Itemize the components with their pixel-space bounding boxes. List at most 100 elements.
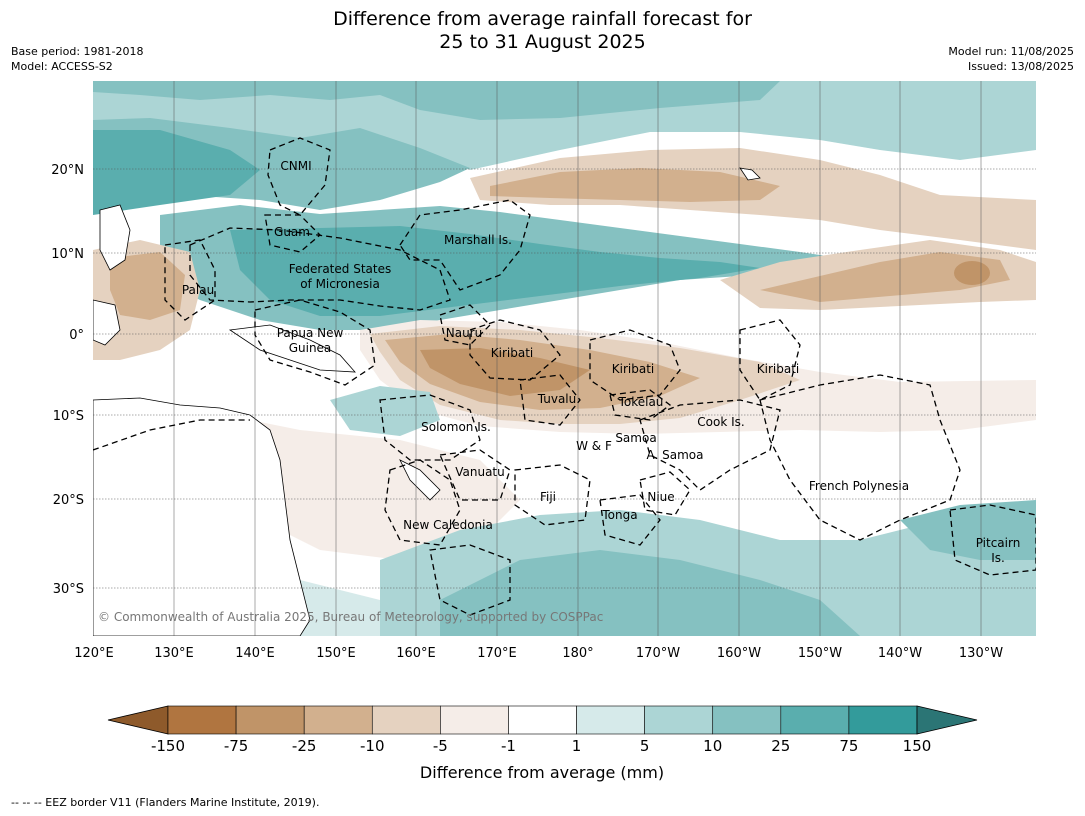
- meta-left: Base period: 1981-2018 Model: ACCESS-S2: [11, 44, 143, 74]
- eez-niue: [639, 471, 691, 516]
- colorbar-tick: 150: [903, 737, 932, 755]
- new-guinea: [228, 324, 356, 373]
- label-png-line2: Guinea: [289, 341, 332, 355]
- colorbar-segment: [576, 705, 645, 735]
- eez-tokelau: [609, 389, 672, 421]
- dry-north-band-core: [490, 168, 780, 202]
- label-niue: Niue: [647, 490, 674, 504]
- colorbar-tick: -5: [433, 737, 448, 755]
- label-guam: Guam: [274, 225, 310, 239]
- label-cook-islands: Cook Is.: [697, 415, 744, 429]
- lon-tick: 150°W: [798, 646, 842, 661]
- meta-right: Model run: 11/08/2025 Issued: 13/08/2025: [948, 44, 1074, 74]
- label-samoa: Samoa: [615, 431, 656, 445]
- eez-guam: [264, 214, 321, 253]
- eez-tonga: [599, 494, 661, 546]
- lon-tick: 170°W: [636, 646, 680, 661]
- lon-tick: 180°: [562, 646, 593, 661]
- dry-northeast-peak: [954, 261, 990, 285]
- label-fsm-line2: of Micronesia: [300, 277, 380, 291]
- colorbar-segment: [508, 705, 577, 735]
- label-fiji: Fiji: [540, 490, 556, 504]
- label-fsm-line1: Federated States: [289, 262, 391, 276]
- model-name: Model: ACCESS-S2: [11, 60, 113, 73]
- colorbar-segment: [235, 705, 305, 735]
- colorbar-tick: -75: [224, 737, 249, 755]
- colorbar-tick-labels: -150 -75 -25 -10 -5 -1 1 5 10 25 75 150: [151, 737, 931, 755]
- lat-tick: 10°S: [53, 409, 84, 424]
- eez-pitcairn: [949, 504, 1036, 576]
- label-kiribati-west: Kiribati: [491, 346, 533, 360]
- title-line-1: Difference from average rainfall forecas…: [333, 8, 752, 30]
- label-american-samoa: A. Samoa: [647, 448, 704, 462]
- eez-vanuatu: [439, 449, 511, 501]
- label-png-line1: Papua New: [277, 326, 344, 340]
- eez-french-polynesia: [759, 374, 961, 541]
- eez-cook: [639, 399, 781, 491]
- label-tuvalu: Tuvalu: [537, 392, 577, 406]
- label-wallis-futuna: W & F: [576, 439, 612, 453]
- label-cnmi: CNMI: [280, 159, 311, 173]
- wet-north-outer: [93, 81, 1036, 170]
- label-solomon-islands: Solomon Is.: [421, 420, 491, 434]
- lon-tick: 170°E: [477, 646, 517, 661]
- label-palau: Palau: [182, 283, 214, 297]
- colorbar-segment: [167, 705, 237, 735]
- eez-kiribati-central: [589, 329, 681, 401]
- lon-tick: 140°E: [235, 646, 275, 661]
- lon-tick: 150°E: [316, 646, 356, 661]
- label-new-caledonia: New Caledonia: [403, 518, 493, 532]
- lat-lines: [93, 168, 1036, 589]
- australia: [93, 397, 311, 636]
- lon-tick: 120°E: [74, 646, 114, 661]
- lat-tick: 30°S: [53, 582, 84, 597]
- colorbar-tick: -25: [292, 737, 317, 755]
- colorbar-segment: [440, 705, 509, 735]
- dry-northeast-core: [760, 252, 1010, 302]
- wet-pitcairn: [900, 500, 1036, 560]
- colorbar-tick: 1: [572, 737, 582, 755]
- eez-fsm: [189, 227, 451, 311]
- base-period: Base period: 1981-2018: [11, 45, 144, 58]
- colorbar-segments: [167, 705, 918, 735]
- eez-kiribati-east: [739, 319, 801, 401]
- wet-north-mid: [93, 81, 780, 120]
- colorbar-segment: [712, 705, 782, 735]
- eez-borders: [93, 137, 1036, 616]
- label-french-polynesia: French Polynesia: [809, 479, 909, 493]
- colorbar-segment: [303, 705, 373, 735]
- lat-tick: 0°: [69, 328, 84, 343]
- wet-south-mid: [440, 550, 860, 636]
- dry-palau-core: [110, 252, 185, 320]
- map-title: Difference from average rainfall forecas…: [0, 8, 1085, 54]
- colorbar-segment: [644, 705, 714, 735]
- land-masses: [93, 167, 761, 636]
- colorbar-tick: -1: [501, 737, 516, 755]
- eez-solomon: [379, 394, 481, 461]
- lon-tick: 130°E: [154, 646, 194, 661]
- rainfall-anomaly-field: [93, 81, 1036, 636]
- label-pitcairn-line1: Pitcairn: [976, 536, 1021, 550]
- label-kiribati-east: Kiribati: [757, 362, 799, 376]
- colorbar-tick: 10: [703, 737, 722, 755]
- lon-tick-labels: 120°E 130°E 140°E 150°E 160°E 170°E 180°…: [74, 646, 1003, 661]
- hawaii: [739, 167, 761, 181]
- copyright-notice: © Commonwealth of Australia 2025, Bureau…: [98, 610, 603, 624]
- model-run: Model run: 11/08/2025: [948, 45, 1074, 58]
- colorbar-over-arrow: [916, 705, 978, 735]
- title-line-2: 25 to 31 August 2025: [439, 31, 646, 53]
- label-tokelau: Tokelau: [618, 395, 664, 409]
- region-labels: CNMI Guam Marshall Is. Federated States …: [182, 159, 1020, 565]
- eez-marshall: [399, 199, 531, 291]
- issued-date: Issued: 13/08/2025: [967, 60, 1074, 73]
- philippines: [99, 204, 131, 271]
- label-kiribati-central: Kiribati: [612, 362, 654, 376]
- eez-norfolk: [429, 544, 511, 616]
- colorbar-segment: [780, 705, 850, 735]
- lat-tick-labels: 20°N 10°N 0° 10°S 20°S 30°S: [51, 163, 84, 597]
- eez-fiji: [514, 464, 591, 526]
- footnote: -- -- -- EEZ border V11 (Flanders Marine…: [11, 796, 320, 809]
- lat-tick: 20°S: [53, 493, 84, 508]
- label-pitcairn-line2: Is.: [991, 551, 1005, 565]
- colorbar-tick: -150: [151, 737, 185, 755]
